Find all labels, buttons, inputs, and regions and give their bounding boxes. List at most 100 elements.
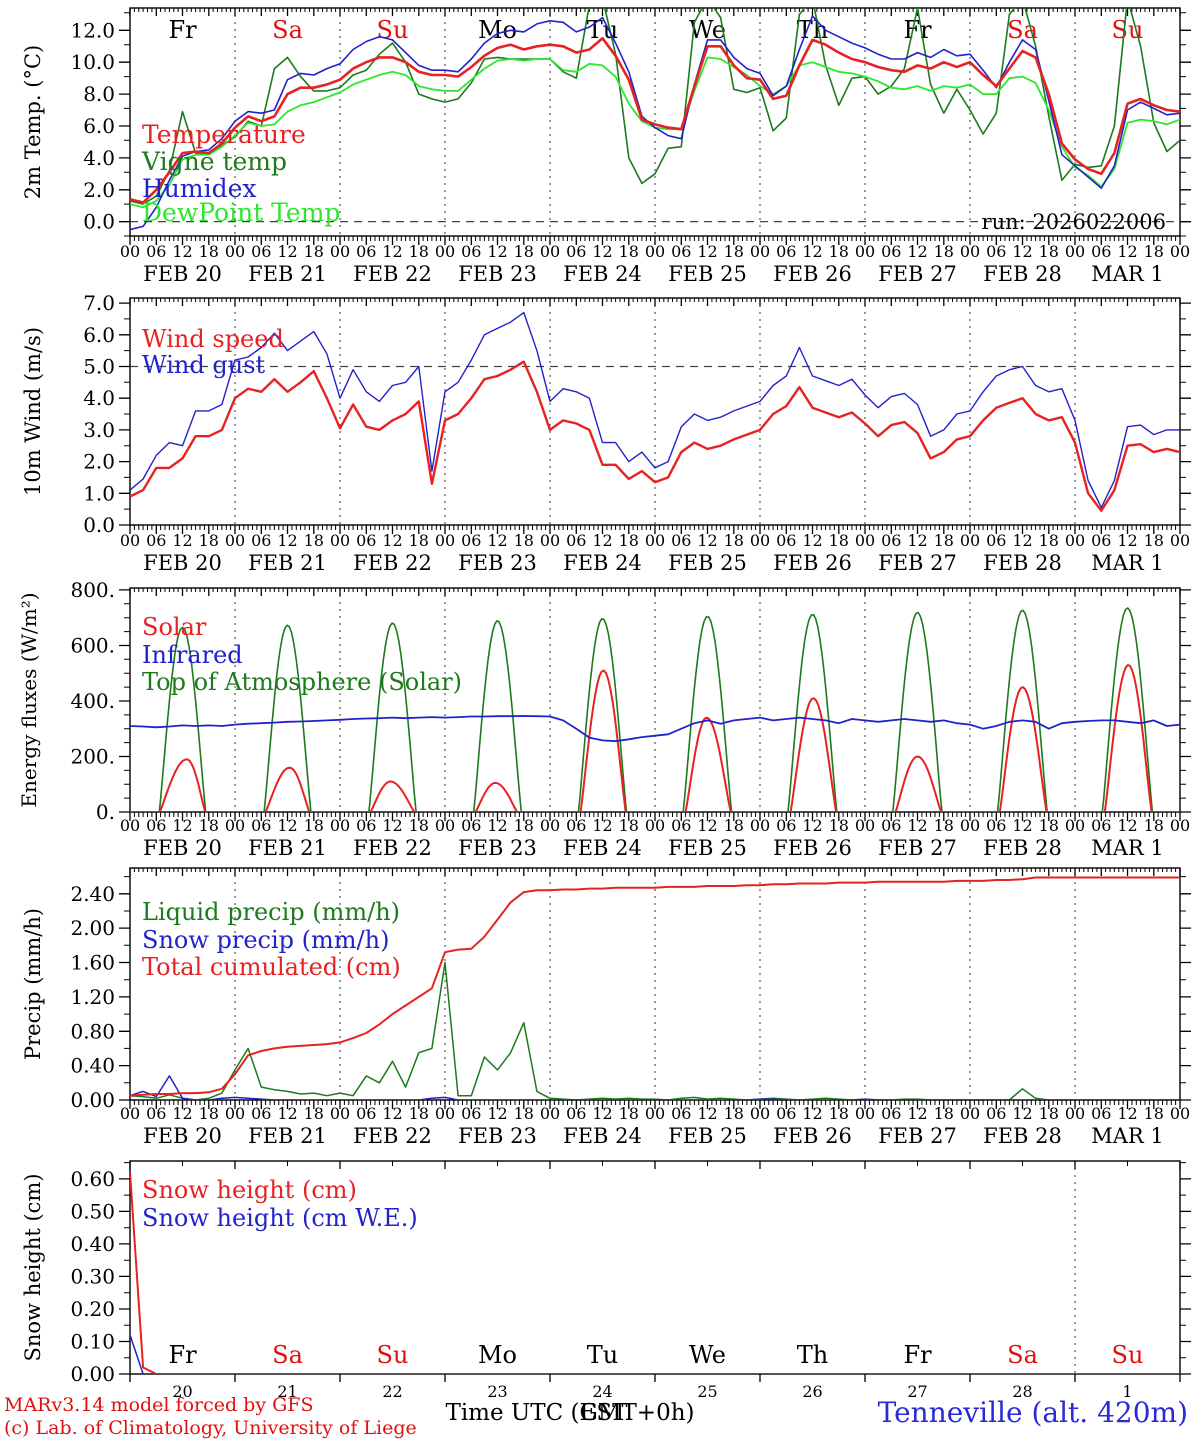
date-label: FEB 28 (983, 1124, 1062, 1148)
day-initial-label: Fr (168, 1341, 197, 1369)
timezone-est: EST (579, 1400, 628, 1426)
x-tick-label: 18 (1144, 531, 1164, 550)
flux-series-group (130, 607, 1180, 812)
x-tick-label: 00 (1065, 242, 1085, 261)
y-tick-label: 4.0 (83, 386, 115, 410)
legend-precip-1: Snow precip (mm/h) (142, 926, 389, 954)
series-solar (130, 664, 1180, 812)
date-label: FEB 21 (248, 836, 327, 860)
x-tick-label: 00 (645, 1104, 665, 1123)
x-tick-label: 06 (1091, 816, 1111, 835)
date-label: FEB 23 (458, 262, 537, 286)
y-tick-label: 1.20 (70, 985, 115, 1009)
legend-snow-0: Snow height (cm) (142, 1176, 357, 1204)
x-tick-label: 12 (697, 531, 717, 550)
x-tick-label: 18 (829, 816, 849, 835)
x-tick-label: 12 (1117, 816, 1137, 835)
x-tick-label: 06 (776, 1104, 796, 1123)
legend-wind-1: Wind gust (142, 351, 266, 379)
wind-series-group (130, 311, 1180, 512)
date-label: FEB 21 (248, 262, 327, 286)
x-tick-label: 00 (225, 816, 245, 835)
x-tick-label: 00 (1170, 816, 1190, 835)
x-tick-label: 00 (120, 816, 140, 835)
date-label: FEB 22 (353, 1124, 432, 1148)
x-tick-label: 12 (172, 531, 192, 550)
x-tick-label: 18 (619, 816, 639, 835)
date-label: MAR 1 (1091, 551, 1164, 575)
date-label: FEB 26 (773, 836, 852, 860)
x-tick-label: 06 (986, 531, 1006, 550)
x-tick-label: 12 (592, 531, 612, 550)
x-tick-label: 18 (304, 1104, 324, 1123)
y-tick-label: 6.0 (83, 114, 115, 138)
x-tick-label: 06 (461, 531, 481, 550)
minor-ticks (124, 868, 1186, 1105)
major-ticks (119, 298, 1191, 534)
x-tick-label: 18 (934, 816, 954, 835)
date-label: FEB 24 (563, 836, 642, 860)
panel-snow: 0.00 0.10 0.20 0.30 0.40 0.50 0.60 Snow height … (21, 1160, 1191, 1401)
x-tick-label: 18 (1144, 242, 1164, 261)
x-tick-label: 18 (409, 242, 429, 261)
x-tick-label: 00 (540, 816, 560, 835)
x-tick-label: 00 (960, 816, 980, 835)
y-tick-label: 400. (70, 689, 115, 713)
x-tick-label: 18 (514, 816, 534, 835)
x-tick-label: 18 (514, 531, 534, 550)
x-tick-label: 12 (697, 1104, 717, 1123)
x-tick-label: 00 (435, 531, 455, 550)
date-label: FEB 24 (563, 1124, 642, 1148)
y-axis-title: Snow height (cm) (21, 1173, 45, 1361)
legend-temp-0: Temperature (142, 120, 306, 149)
x-tick-label: 12 (487, 242, 507, 261)
x-tick-label: 00 (960, 531, 980, 550)
day-initial-label: Su (377, 1341, 409, 1369)
x-tick-label: 18 (1144, 816, 1164, 835)
x-tick-label: 00 (330, 1104, 350, 1123)
y-tick-label: 0.40 (70, 1054, 115, 1078)
y-tick-label: 0.30 (70, 1264, 115, 1288)
panel-temp: 0.0 2.0 4.0 6.0 8.0 10.0 12.0 2m Temp. (°C) 00 06… (21, 7, 1191, 286)
x-tick-label: 06 (776, 242, 796, 261)
x-tick-label: 00 (645, 531, 665, 550)
date-label: FEB 20 (143, 1124, 222, 1148)
x-tick-label: 06 (671, 242, 691, 261)
x-tick-label: 00 (750, 531, 770, 550)
y-tick-label: 3.0 (83, 418, 115, 442)
x-tick-label: 12 (592, 242, 612, 261)
y-tick-label: 600. (70, 633, 115, 657)
x-tick-label: 12 (1012, 1104, 1032, 1123)
y-tick-label: 0.0 (83, 513, 115, 537)
series-humidex (130, 15, 1180, 231)
series-speed (130, 360, 1180, 512)
x-tick-label: 18 (1039, 531, 1059, 550)
y-tick-label: 6.0 (83, 323, 115, 347)
day-initial-label: Mo (478, 1341, 517, 1369)
x-tick-label: 00 (1170, 1104, 1190, 1123)
major-ticks (119, 8, 1191, 245)
x-tick-label: 00 (1065, 531, 1085, 550)
y-tick-label: 2.0 (83, 178, 115, 202)
x-tick-label: 18 (934, 1104, 954, 1123)
x-tick-label: 18 (724, 531, 744, 550)
x-tick-label: 12 (277, 1104, 297, 1123)
x-tick-label: 18 (514, 1104, 534, 1123)
day-number-label: 27 (907, 1382, 927, 1401)
run-label: run: 2026022006 (982, 210, 1166, 234)
date-label: FEB 24 (563, 551, 642, 575)
date-label: FEB 27 (878, 836, 957, 860)
date-label: FEB 22 (353, 262, 432, 286)
minor-ticks (124, 588, 1186, 817)
x-tick-label: 12 (802, 816, 822, 835)
x-tick-label: 00 (645, 242, 665, 261)
x-tick-label: 00 (435, 816, 455, 835)
x-tick-label: 12 (907, 242, 927, 261)
x-tick-label: 00 (750, 242, 770, 261)
x-tick-label: 00 (330, 816, 350, 835)
x-tick-label: 18 (724, 242, 744, 261)
x-tick-label: 06 (566, 1104, 586, 1123)
x-tick-label: 18 (409, 816, 429, 835)
minor-ticks (124, 298, 1186, 530)
